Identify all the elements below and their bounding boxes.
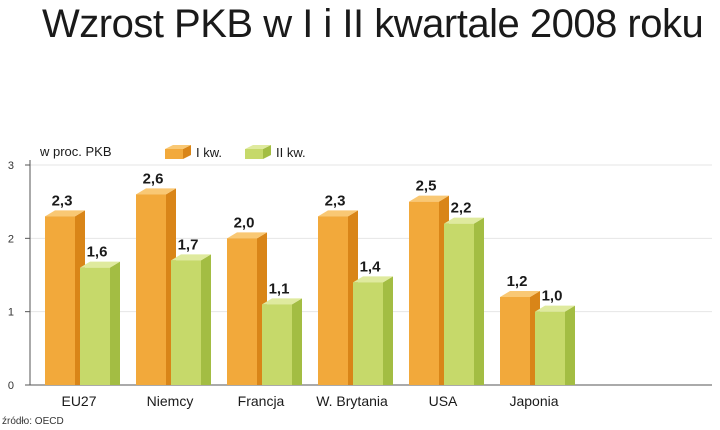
legend-swatch-top bbox=[245, 145, 271, 149]
bar-q1-top bbox=[227, 232, 267, 239]
y-tick-label: 0 bbox=[8, 380, 14, 392]
bar-q2-side bbox=[565, 305, 575, 385]
source-note: źródło: OECD bbox=[2, 416, 64, 427]
data-label: 1,1 bbox=[269, 280, 290, 297]
y-axis-label: w proc. PKB bbox=[39, 144, 112, 159]
bar-q1-top bbox=[500, 291, 540, 297]
legend-swatch bbox=[165, 149, 183, 159]
bar-q1-top bbox=[409, 195, 449, 202]
legend-swatch-top bbox=[165, 145, 191, 149]
legend-swatch-side bbox=[183, 145, 191, 159]
y-tick-label: 2 bbox=[8, 233, 14, 245]
data-label: 2,6 bbox=[143, 170, 164, 187]
data-label: 1,6 bbox=[87, 244, 108, 261]
legend-swatch bbox=[245, 149, 263, 159]
bar-q1 bbox=[500, 297, 530, 385]
bar-q2-side bbox=[201, 254, 211, 385]
bar-q2 bbox=[262, 304, 292, 385]
bar-q1-top bbox=[318, 210, 358, 217]
bar-q2-side bbox=[383, 276, 393, 385]
category-label: Japonia bbox=[509, 393, 558, 409]
data-label: 1,2 bbox=[507, 273, 528, 290]
category-label: EU27 bbox=[61, 393, 96, 409]
bar-q1 bbox=[409, 201, 439, 385]
data-label: 2,3 bbox=[325, 192, 346, 209]
bar-q2 bbox=[80, 267, 110, 385]
bar-q2-side bbox=[110, 261, 120, 385]
data-label: 2,2 bbox=[451, 200, 472, 217]
bar-q2-side bbox=[292, 298, 302, 385]
category-label: Francja bbox=[238, 393, 285, 409]
bar-q2-top bbox=[80, 261, 120, 268]
category-label: W. Brytania bbox=[316, 393, 388, 409]
bar-q2-top bbox=[444, 217, 484, 224]
bar-q2-top bbox=[171, 254, 211, 261]
data-label: 2,5 bbox=[416, 178, 437, 195]
bar-q2-side bbox=[474, 217, 484, 385]
data-label: 1,7 bbox=[178, 236, 199, 253]
bar-q2-top bbox=[262, 298, 302, 305]
data-label: 2,0 bbox=[234, 214, 255, 231]
bar-q1-top bbox=[45, 210, 85, 217]
legend-label: I kw. bbox=[196, 145, 222, 160]
data-label: 1,4 bbox=[360, 258, 382, 275]
y-tick-label: 1 bbox=[8, 307, 14, 319]
bar-q1 bbox=[227, 238, 257, 385]
bar-q2-top bbox=[353, 276, 393, 283]
bar-q1 bbox=[136, 194, 166, 385]
category-label: Niemcy bbox=[147, 393, 194, 409]
bar-q2 bbox=[171, 260, 201, 385]
category-label: USA bbox=[429, 393, 458, 409]
bar-q1-top bbox=[136, 188, 176, 195]
y-tick-label: 3 bbox=[8, 160, 14, 172]
data-label: 2,3 bbox=[52, 192, 73, 209]
legend-swatch-side bbox=[263, 145, 271, 159]
bar-q2 bbox=[353, 282, 383, 385]
data-label: 1,0 bbox=[542, 288, 563, 305]
bar-q1 bbox=[45, 216, 75, 385]
bar-q2 bbox=[535, 311, 565, 385]
bar-q2 bbox=[444, 223, 474, 385]
chart-title: Wzrost PKB w I i II kwartale 2008 roku bbox=[42, 2, 704, 46]
legend-label: II kw. bbox=[276, 145, 306, 160]
bar-q2-top bbox=[535, 305, 575, 312]
bar-q1 bbox=[318, 216, 348, 385]
